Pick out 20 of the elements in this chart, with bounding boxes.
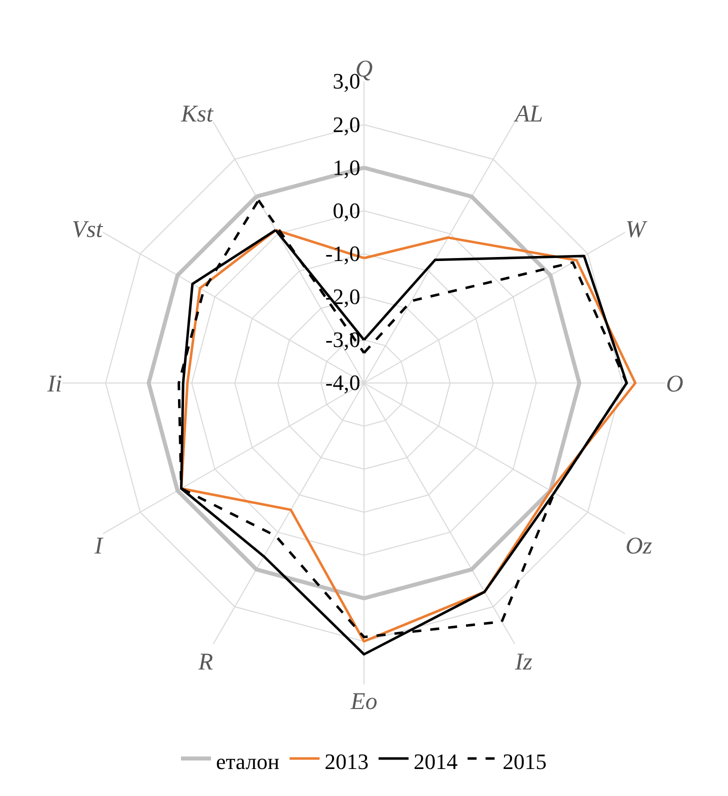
spoke-label: Vst <box>72 216 104 243</box>
spoke-label: R <box>197 649 214 676</box>
y-tick-label: 1,0 <box>332 154 360 180</box>
y-tick-label: -3,0 <box>325 327 360 352</box>
spoke-label: Eo <box>350 688 378 715</box>
spoke-label: I <box>94 533 104 560</box>
spoke-label: O <box>666 371 684 398</box>
spoke-label: Oz <box>625 533 653 560</box>
legend-label: еталон <box>216 749 280 774</box>
legend-label: 2013 <box>324 749 369 774</box>
y-tick-label: -4,0 <box>325 370 360 396</box>
spoke-label: Kst <box>180 102 214 128</box>
legend-label: 2014 <box>414 749 458 774</box>
y-tick-label: 0,0 <box>332 198 360 223</box>
legend-label: 2015 <box>502 749 547 774</box>
y-tick-label: 2,0 <box>332 112 360 137</box>
spoke-label: AL <box>512 102 543 128</box>
spoke-label: W <box>625 216 648 243</box>
spoke-label: Iz <box>514 649 533 676</box>
spoke-label: Ii <box>46 371 62 398</box>
